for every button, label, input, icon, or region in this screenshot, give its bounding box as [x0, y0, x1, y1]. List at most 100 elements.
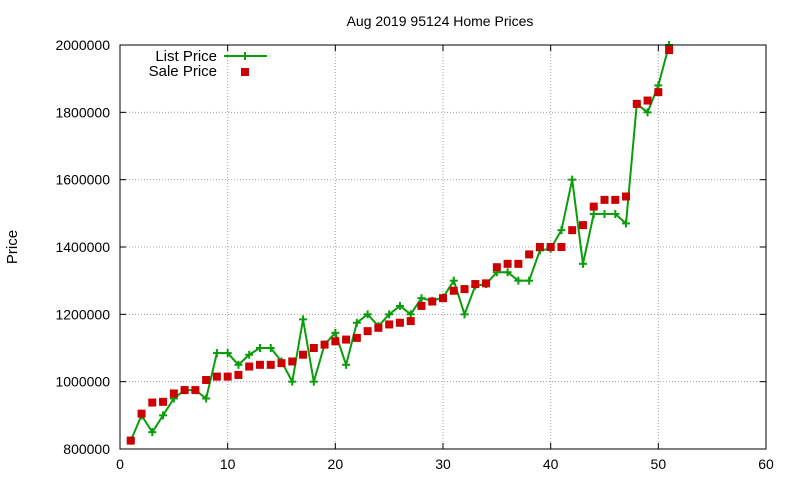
sale-price-point	[309, 344, 318, 352]
list-price-point	[223, 349, 232, 358]
list-price-point	[643, 108, 652, 117]
list-price-point	[525, 276, 534, 285]
list-price-point	[406, 310, 415, 319]
chart-title: Aug 2019 95124 Home Prices	[347, 13, 534, 29]
sale-price-point	[417, 301, 426, 310]
list-price-point	[600, 210, 609, 219]
sale-price-point	[352, 333, 361, 342]
x-tick-label: 50	[651, 456, 667, 472]
sale-price-point	[557, 243, 566, 251]
sale-price-point	[374, 323, 383, 332]
y-tick-label: 1200000	[55, 306, 110, 322]
sale-price-point	[266, 360, 275, 369]
sale-price-point	[277, 359, 286, 368]
sale-price-point	[245, 362, 254, 371]
list-price-point	[654, 81, 663, 90]
list-price-point	[266, 344, 275, 352]
sale-price-point	[460, 285, 469, 294]
sale-price-point	[223, 372, 232, 381]
sale-price-point	[492, 263, 501, 272]
list-price-point	[363, 310, 372, 319]
legend-marker-sale-price	[241, 68, 249, 76]
list-price-point	[578, 259, 587, 268]
sale-price-point	[514, 259, 523, 268]
list-price-point	[385, 310, 394, 319]
list-price-point	[309, 377, 318, 386]
list-price-point	[352, 318, 361, 327]
list-price-point	[202, 394, 211, 403]
sale-price-point	[255, 360, 264, 369]
list-price-point	[234, 360, 243, 369]
list-price-point	[449, 276, 458, 285]
sale-price-point	[288, 357, 297, 366]
list-price-point	[611, 210, 620, 219]
x-tick-label: 60	[758, 456, 774, 472]
list-price-point	[212, 349, 221, 358]
sale-price-point	[589, 202, 598, 211]
list-price-point	[148, 428, 157, 437]
sale-price-point	[439, 294, 447, 303]
list-price-point	[288, 377, 297, 386]
sale-price-point	[611, 195, 620, 204]
y-axis-label: Price	[4, 230, 21, 264]
sale-price-point	[665, 46, 674, 55]
y-tick-label: 2000000	[55, 37, 110, 53]
sale-price-point	[180, 386, 189, 395]
sale-price-point	[643, 96, 652, 105]
sale-price-point	[600, 195, 609, 204]
y-tick-label: 1400000	[55, 239, 110, 255]
sale-price-point	[137, 409, 146, 418]
sale-price-point	[503, 259, 512, 268]
x-tick-label: 40	[543, 456, 559, 472]
sale-price-point	[202, 375, 211, 384]
tick-layer: 0 10 20 30 40 50 60 800000 1000000 1200000 1400000…	[55, 37, 774, 472]
list-price-point	[417, 294, 426, 303]
list-price-point	[255, 344, 264, 352]
y-tick-label: 1000000	[55, 374, 110, 390]
list-price-point	[299, 315, 308, 324]
list-price-point	[622, 219, 631, 228]
list-price-point	[159, 411, 168, 420]
legend-marker-list-price	[241, 52, 249, 60]
sale-price-point	[212, 372, 221, 381]
sale-price-point	[578, 221, 587, 230]
sale-price-point	[535, 243, 544, 251]
sale-price-point	[568, 226, 577, 235]
sale-price-point	[395, 318, 404, 327]
sale-price-point	[654, 88, 663, 97]
x-tick-label: 20	[328, 456, 344, 472]
list-price-point	[503, 268, 512, 277]
sale-price-point	[428, 297, 437, 306]
y-tick-label: 1800000	[55, 104, 110, 120]
sale-price-point	[385, 320, 394, 329]
y-tick-label: 800000	[63, 441, 110, 457]
sale-price-point	[169, 389, 178, 398]
y-tick-label: 1600000	[55, 172, 110, 188]
legend-label-sale-price: Sale Price	[149, 63, 217, 80]
series-sale-price	[126, 46, 674, 445]
list-price-point	[514, 276, 523, 285]
sale-price-point	[234, 370, 243, 379]
x-tick-label: 10	[220, 456, 236, 472]
sale-price-point	[546, 243, 555, 251]
sale-price-point	[471, 280, 480, 289]
sale-price-point	[525, 250, 534, 259]
sale-price-point	[482, 279, 491, 288]
list-price-point	[395, 301, 404, 310]
list-price-point	[589, 210, 598, 219]
series-layer	[126, 41, 674, 445]
list-price-point	[460, 310, 469, 319]
sale-price-point	[622, 192, 631, 201]
list-price-point	[568, 175, 577, 184]
sale-price-point	[320, 340, 329, 349]
legend-symbols	[224, 52, 267, 76]
sale-price-point	[191, 386, 200, 395]
sale-price-point	[632, 99, 641, 108]
sale-price-point	[331, 337, 340, 346]
legend: List Price Sale Price	[149, 48, 267, 80]
list-price-point	[245, 350, 254, 359]
x-tick-label: 30	[435, 456, 451, 472]
x-tick-label: 0	[116, 456, 124, 472]
